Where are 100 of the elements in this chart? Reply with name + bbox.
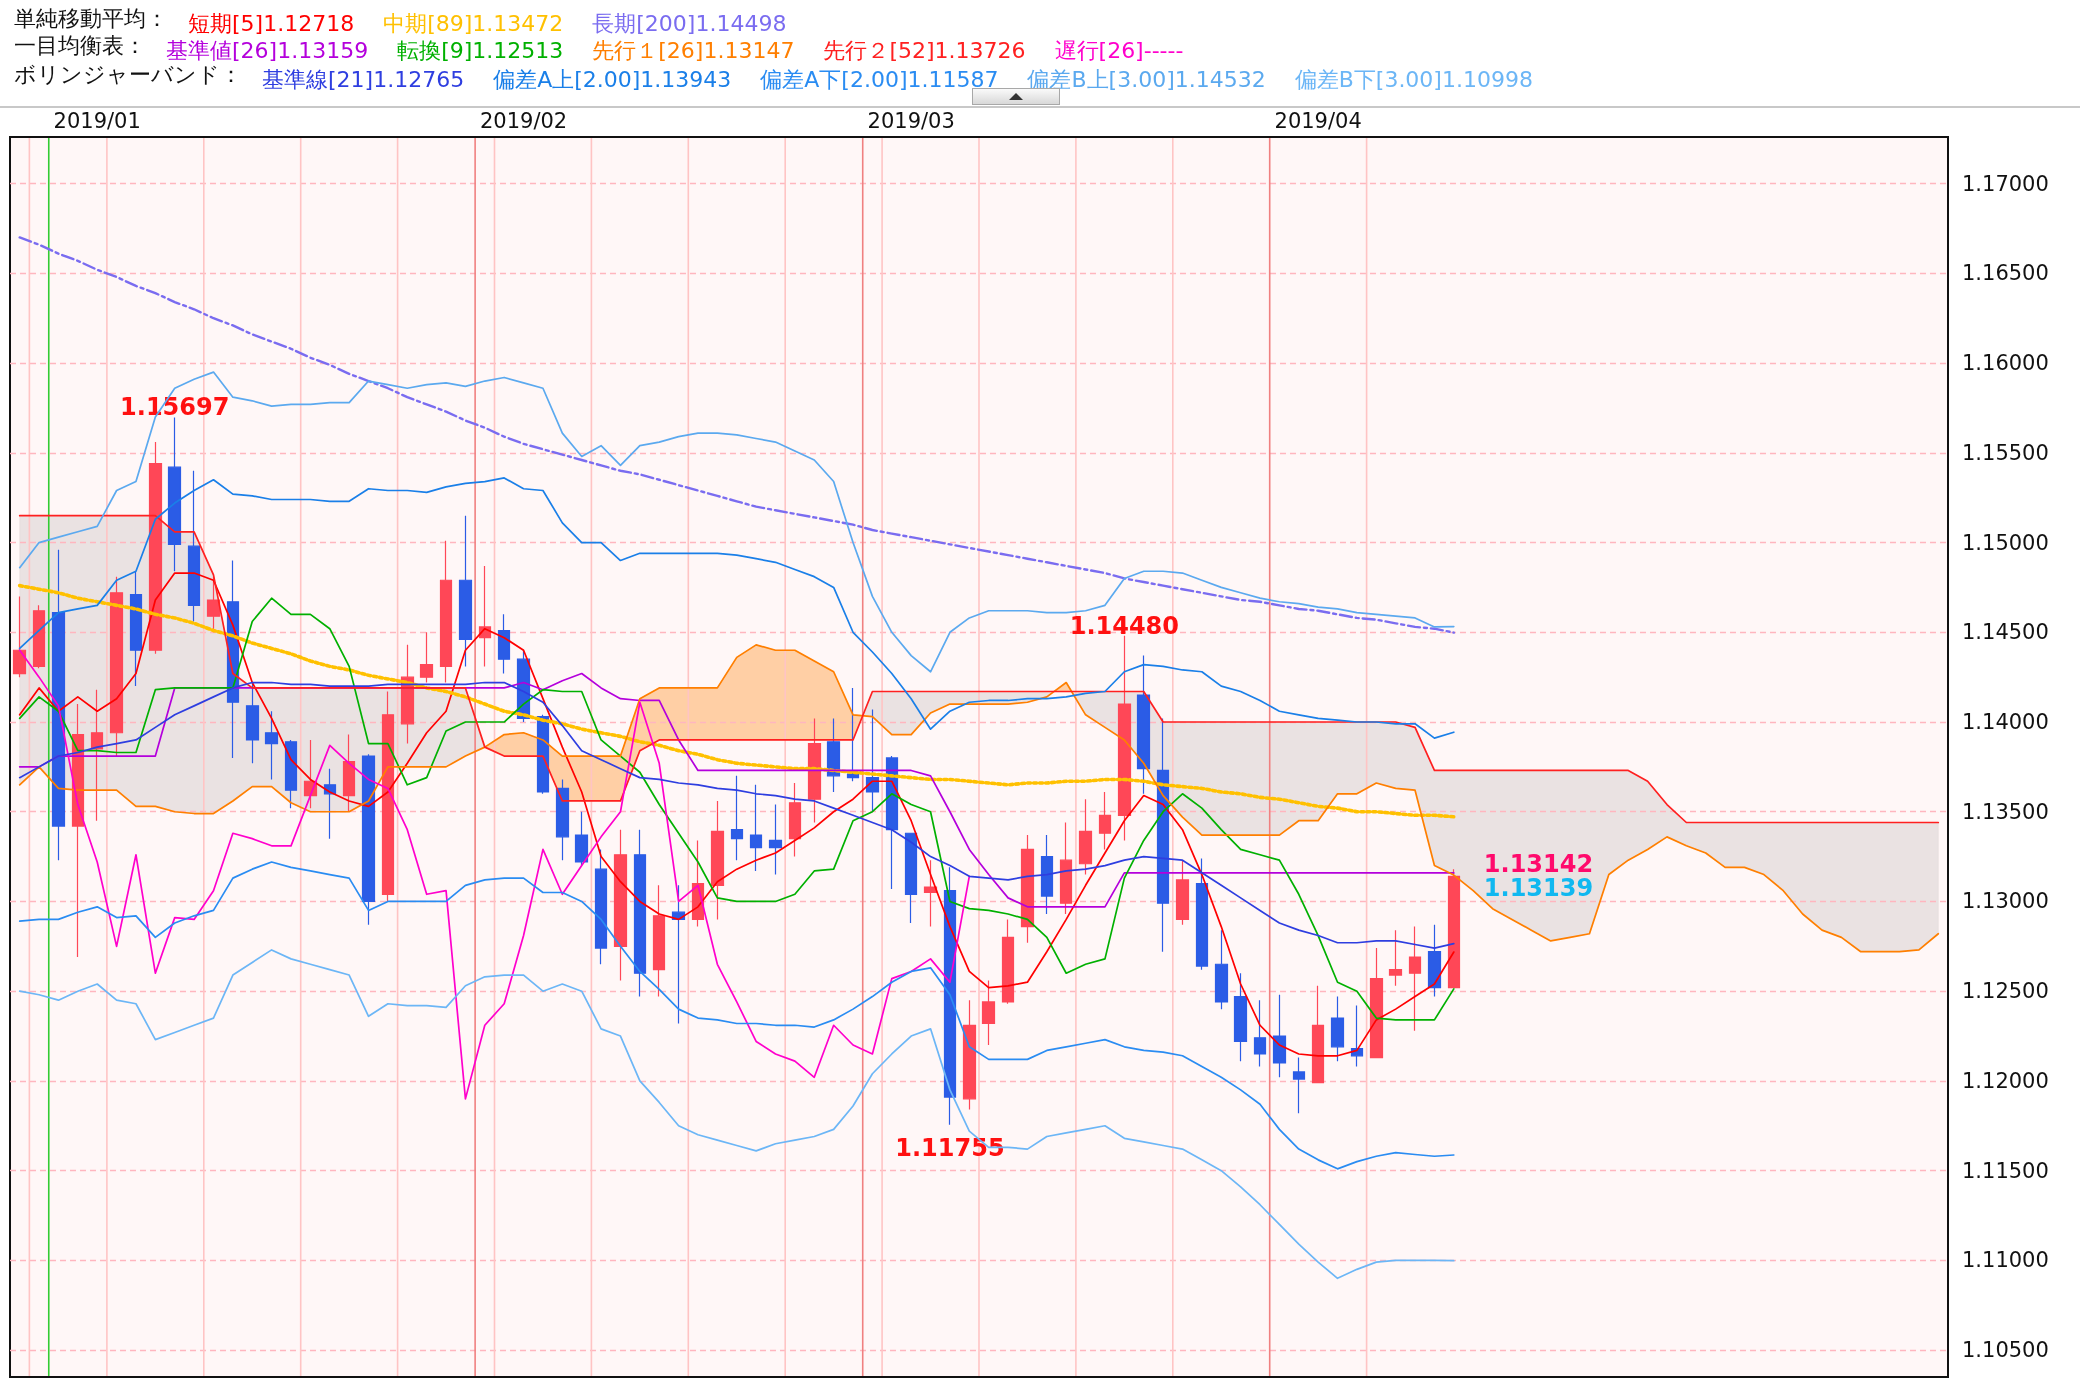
candlestick: [788, 782, 802, 858]
candlestick: [1020, 834, 1035, 944]
candlestick: [1059, 821, 1073, 915]
text: 単純移動平均：: [14, 5, 168, 31]
y-tick-label: 1.14000: [1962, 710, 2049, 735]
candlestick: [342, 733, 356, 813]
y-tick-label: 1.12500: [1962, 979, 2049, 1004]
y-tick-label: 1.11500: [1962, 1158, 2049, 1183]
candlestick: [419, 631, 434, 684]
candlestick: [1040, 834, 1054, 915]
candlestick: [1292, 1056, 1306, 1114]
candlestick: [962, 999, 977, 1111]
candlestick: [652, 884, 666, 998]
x-tick-label: 2019/04: [1274, 108, 1362, 133]
candlestick: [1311, 985, 1325, 1084]
y-tick-label: 1.16500: [1962, 261, 2049, 286]
candlestick: [594, 848, 608, 965]
text: 先行２[52]1.13726: [823, 37, 1026, 63]
text: 一目均衡表：: [14, 32, 146, 58]
candlestick: [1447, 868, 1461, 989]
text: 長期[200]1.14498: [592, 10, 787, 36]
x-tick-label: 2019/03: [867, 108, 955, 133]
candlestick: [1388, 929, 1403, 987]
line-series: [18, 643, 1940, 953]
candlestick: [1098, 791, 1112, 851]
candlestick: [1369, 947, 1384, 1059]
x-tick-label: 2019/01: [53, 108, 141, 133]
y-tick-label: 1.11000: [1962, 1248, 2049, 1273]
text: 偏差B下[3.00]1.10998: [1294, 66, 1533, 92]
candlestick: [1001, 918, 1015, 1005]
y-tick-label: 1.17000: [1962, 171, 2049, 196]
text: 転換[9]1.12513: [397, 37, 564, 63]
text: 先行１[26]1.13147: [592, 37, 795, 63]
candlestick: [1175, 859, 1190, 926]
line-series: [18, 949, 1455, 1280]
candlestick: [981, 979, 996, 1046]
candlestick: [1214, 929, 1229, 1010]
candlestick: [90, 689, 104, 822]
annotation: 1.11755: [895, 1133, 1005, 1162]
candlestick: [555, 778, 570, 861]
candlestick: [167, 416, 182, 572]
candlestick: [32, 604, 46, 669]
candlestick: [284, 739, 298, 809]
y-tick-label: 1.14500: [1962, 620, 2049, 645]
candlestick: [51, 549, 66, 861]
y-tick-label: 1.16000: [1962, 351, 2049, 376]
line-series: [18, 514, 1940, 824]
candlestick: [1408, 925, 1422, 1032]
line-series: [18, 477, 1455, 740]
line-series: [17, 583, 1456, 819]
y-tick-label: 1.12000: [1962, 1068, 2049, 1093]
candlestick: [1427, 924, 1442, 998]
candlestick: [1330, 995, 1345, 1062]
line-series: [18, 681, 1455, 949]
y-tick-label: 1.15500: [1962, 440, 2049, 465]
candlestick: [904, 832, 918, 924]
candlestick: [1253, 999, 1267, 1068]
candlestick: [633, 829, 647, 998]
y-tick-label: 1.10500: [1962, 1338, 2049, 1363]
text: 偏差A上[2.00]1.13943: [493, 66, 732, 92]
candlestick: [1195, 857, 1209, 971]
candlestick: [710, 800, 725, 920]
candlestick: [1117, 635, 1132, 842]
text: 遅行[26]-----: [1054, 37, 1184, 63]
candlestick: [187, 470, 201, 623]
candlestick: [1233, 972, 1248, 1062]
text: 偏差A下[2.00]1.11587: [760, 66, 999, 92]
candlestick: [923, 859, 938, 928]
candlestick: [826, 717, 841, 793]
x-tick-label: 2019/02: [479, 108, 568, 133]
candlestick: [574, 811, 589, 867]
text: 短期[5]1.12718: [188, 10, 355, 36]
candlestick: [1136, 655, 1151, 795]
y-tick-label: 1.13000: [1962, 889, 2049, 914]
line-series: [18, 236, 1456, 634]
candlestick: [109, 576, 124, 757]
text: 中期[89]1.13472: [383, 10, 564, 36]
candlestick: [361, 753, 376, 926]
candlestick: [768, 803, 783, 876]
line-series: [18, 861, 1455, 1170]
candlestick: [264, 710, 279, 781]
candlestick: [381, 690, 395, 903]
candlestick: [749, 784, 763, 872]
candlestick: [613, 829, 628, 982]
candlestick: [497, 613, 511, 675]
line-series: [18, 649, 971, 1100]
candlestick: [1078, 798, 1093, 876]
y-tick-label: 1.15000: [1962, 530, 2049, 555]
candlestick: [807, 717, 822, 824]
annotation: 1.14480: [1069, 611, 1180, 640]
candlestick: [148, 441, 163, 655]
candlestick: [730, 775, 744, 861]
line-series: [18, 371, 1455, 673]
candlestick: [846, 687, 860, 782]
y-tick-label: 1.13500: [1962, 799, 2049, 824]
candlestick: [1272, 994, 1287, 1078]
candlestick: [1350, 1004, 1364, 1068]
candlestick: [439, 540, 453, 684]
text: 基準線[21]1.12765: [262, 66, 465, 92]
text: ボリンジャーバンド：: [14, 61, 242, 87]
